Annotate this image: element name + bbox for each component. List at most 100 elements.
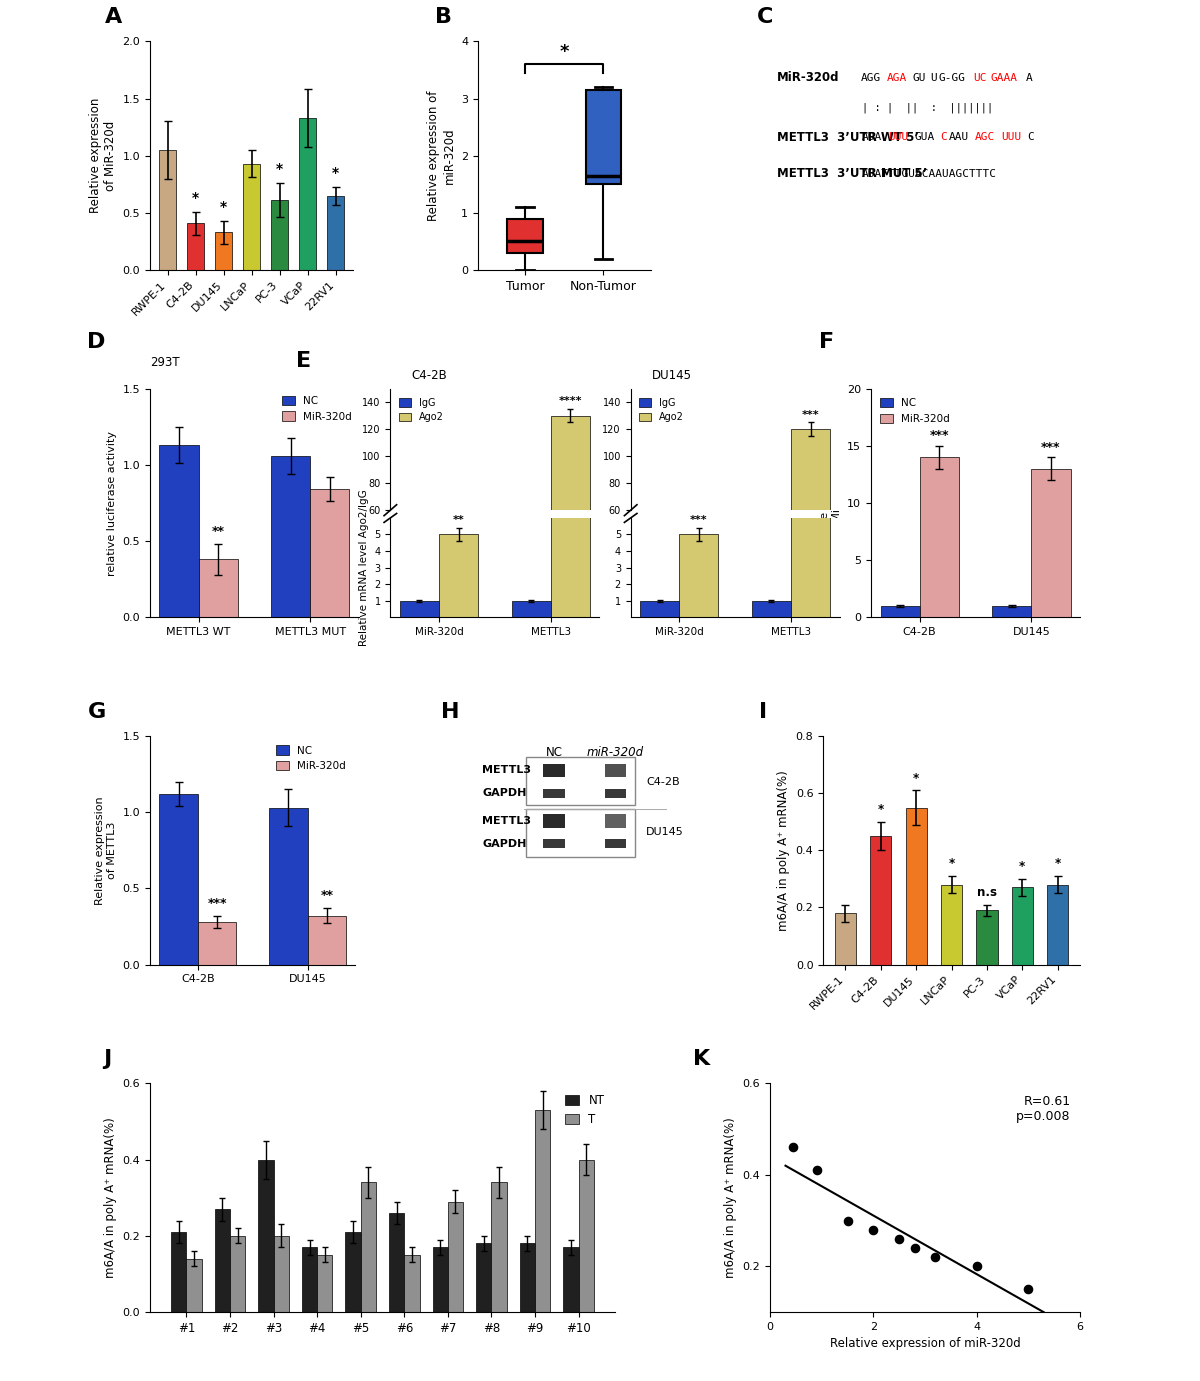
Text: *: * [332, 166, 340, 180]
Bar [578, 1160, 594, 1312]
Y-axis label: m6A/A in poly A⁺ mRNA(%): m6A/A in poly A⁺ mRNA(%) [724, 1117, 737, 1277]
Text: ***: *** [1042, 441, 1061, 454]
Bar [172, 1232, 186, 1312]
Text: AGA: AGA [887, 73, 907, 83]
Bar [230, 1236, 245, 1312]
Y-axis label: Relative mRNA level Ago2/IgG: Relative mRNA level Ago2/IgG [359, 489, 368, 646]
Text: A: A [106, 7, 122, 28]
Legend: IgG, Ago2: IgG, Ago2 [636, 394, 688, 427]
Point [967, 1255, 986, 1277]
Bar [679, 584, 719, 591]
Text: GAAA: GAAA [991, 73, 1018, 83]
Bar [544, 838, 565, 848]
Y-axis label: Relative expression
of METTL3: Relative expression of METTL3 [96, 795, 118, 905]
Text: UC: UC [973, 73, 988, 83]
Bar [752, 601, 791, 617]
Text: **: ** [452, 515, 464, 525]
Bar [186, 1258, 202, 1312]
Legend: NC, MiR-320d: NC, MiR-320d [280, 394, 354, 424]
Text: METTL3  3’UTR MUT 5’: METTL3 3’UTR MUT 5’ [776, 167, 928, 181]
Bar [311, 489, 349, 617]
Text: DU145: DU145 [646, 827, 684, 837]
Bar [551, 416, 590, 591]
Text: AUA: AUA [862, 133, 882, 142]
Bar [307, 916, 346, 964]
Y-axis label: m6A/A in poly A⁺ mRNA(%): m6A/A in poly A⁺ mRNA(%) [778, 771, 790, 931]
Bar [1012, 888, 1033, 964]
Bar [244, 164, 260, 269]
Text: AGG: AGG [860, 73, 881, 83]
Bar [215, 1210, 230, 1312]
Text: *: * [1019, 860, 1026, 873]
Bar [160, 151, 176, 269]
Text: **: ** [320, 889, 334, 902]
Bar [605, 813, 626, 827]
Bar [640, 601, 679, 617]
Text: C: C [1027, 133, 1034, 142]
Y-axis label: Relative expression
of MiR-320d: Relative expression of MiR-320d [820, 449, 841, 558]
Text: GU: GU [913, 73, 926, 83]
Text: METTL3: METTL3 [482, 765, 532, 775]
Text: *: * [559, 43, 569, 61]
PathPatch shape [586, 90, 622, 184]
Text: C: C [941, 133, 947, 142]
Text: *: * [192, 191, 199, 204]
Text: F: F [818, 331, 834, 352]
Y-axis label: Relative expression
of MiR-320d: Relative expression of MiR-320d [89, 98, 116, 214]
Text: C: C [757, 7, 773, 28]
Bar [274, 1236, 289, 1312]
Point [905, 1237, 924, 1259]
Bar [404, 1255, 420, 1312]
Y-axis label: m6A/A in poly A⁺ mRNA(%): m6A/A in poly A⁺ mRNA(%) [104, 1117, 116, 1277]
Text: **: ** [211, 525, 224, 539]
Bar [215, 232, 232, 269]
Bar [492, 1182, 506, 1312]
Text: miR-320d: miR-320d [587, 746, 644, 758]
Bar [520, 1243, 535, 1312]
Text: ****: **** [558, 396, 582, 406]
Bar [258, 1160, 274, 1312]
Bar [791, 0, 830, 617]
Text: AUATTTGUACAAUAGCTTTC: AUATTTGUACAAUAGCTTTC [862, 168, 997, 180]
Bar [870, 836, 892, 964]
Bar [977, 910, 997, 964]
Bar [551, 0, 590, 617]
Bar [605, 764, 626, 778]
Bar [605, 789, 626, 798]
Bar [906, 808, 926, 964]
Bar [439, 534, 478, 617]
Text: UUU: UUU [888, 133, 908, 142]
Point [806, 1159, 826, 1181]
Bar [198, 923, 236, 964]
Bar [269, 808, 307, 964]
Text: *: * [220, 200, 227, 214]
Text: E: E [296, 351, 312, 371]
Bar [361, 1182, 376, 1312]
Point [889, 1228, 908, 1250]
Text: GAPDH: GAPDH [482, 838, 527, 848]
Bar [526, 809, 635, 858]
Bar [299, 117, 316, 269]
Text: I: I [760, 702, 767, 722]
Text: *: * [948, 858, 955, 870]
Point [784, 1137, 803, 1159]
Text: ***: *** [690, 515, 708, 525]
X-axis label: Relative expression of miR-320d: Relative expression of miR-320d [829, 1337, 1020, 1351]
Bar [328, 196, 344, 269]
Bar [992, 606, 1031, 617]
Text: METTL3  3’UTR WT 5’: METTL3 3’UTR WT 5’ [776, 131, 919, 144]
Text: C4-2B: C4-2B [412, 369, 446, 383]
Bar [199, 559, 238, 617]
Text: U: U [930, 73, 937, 83]
Bar [389, 1213, 404, 1312]
Legend: NT, T: NT, T [560, 1090, 610, 1131]
Bar [535, 1110, 551, 1312]
Legend: NC, MiR-320d: NC, MiR-320d [876, 394, 954, 428]
PathPatch shape [508, 218, 542, 253]
Text: GUA: GUA [914, 133, 935, 142]
Bar [526, 757, 635, 805]
Bar [433, 1247, 448, 1312]
Bar [544, 789, 565, 798]
Bar [302, 1247, 317, 1312]
Text: 293T: 293T [150, 356, 180, 369]
